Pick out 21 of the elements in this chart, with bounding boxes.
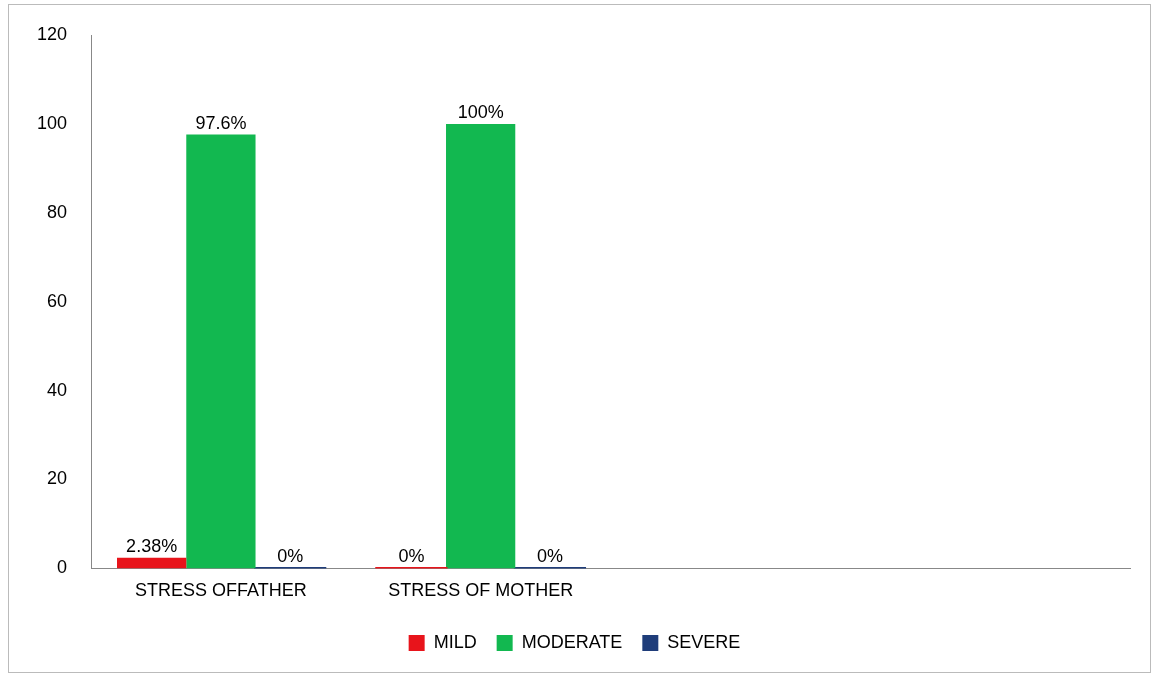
- y-tick-label: 120: [36, 23, 68, 44]
- y-tick-label: 100: [36, 112, 68, 133]
- data-label: 97.6%: [195, 112, 247, 133]
- legend-label: MILD: [433, 631, 477, 652]
- bar: [117, 557, 187, 569]
- legend-label: MODERATE: [521, 631, 623, 652]
- y-tick-label: 0: [57, 557, 68, 578]
- bar: [186, 134, 256, 569]
- legend-label: SEVERE: [667, 631, 741, 652]
- data-label: 0%: [536, 546, 563, 567]
- y-tick-label: 20: [47, 468, 68, 489]
- y-tick-label: 60: [47, 290, 68, 311]
- bar: [446, 123, 516, 569]
- data-label: 0%: [277, 546, 304, 567]
- data-label: 100%: [457, 101, 504, 122]
- x-tick-label: STRESS OFFATHER: [135, 580, 307, 601]
- x-tick-label: STRESS OF MOTHER: [388, 580, 574, 601]
- data-label: 0%: [398, 546, 425, 567]
- data-label: 2.38%: [126, 535, 178, 556]
- y-tick-label: 80: [47, 201, 68, 222]
- y-tick-label: 40: [47, 379, 68, 400]
